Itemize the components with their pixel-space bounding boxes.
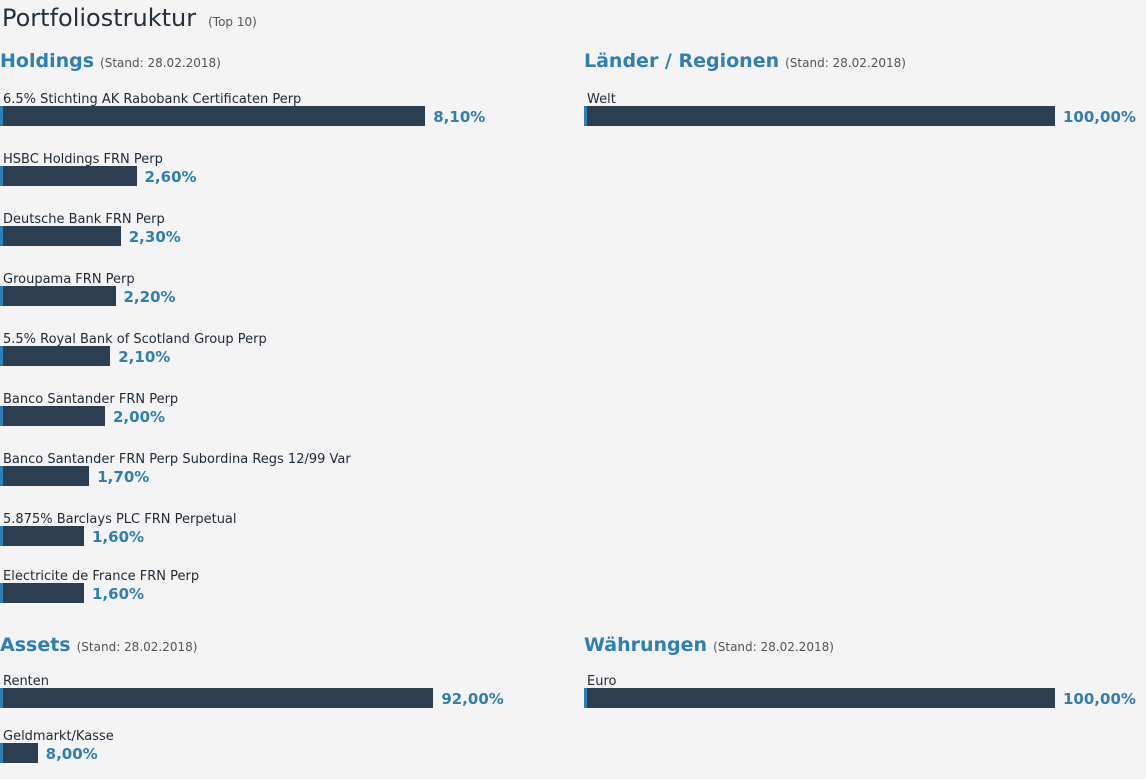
- assets-row-label: Renten: [3, 674, 50, 689]
- holdings-row: Groupama FRN Perp 2,20%: [0, 272, 525, 308]
- holdings-row: 6.5% Stichting AK Rabobank Certificaten …: [0, 92, 525, 128]
- holdings-row: 5.5% Royal Bank of Scotland Group Perp 2,…: [0, 332, 525, 368]
- holdings-bar: [0, 166, 137, 186]
- holdings-row-label: 5.5% Royal Bank of Scotland Group Perp: [3, 332, 267, 347]
- currencies-section: Währungen (Stand: 28.02.2018) Euro 100,00%: [584, 634, 1144, 734]
- regions-header: Länder / Regionen (Stand: 28.02.2018): [584, 50, 1144, 72]
- currencies-header: Währungen (Stand: 28.02.2018): [584, 634, 1144, 656]
- page-subtitle: (Top 10): [208, 15, 257, 29]
- holdings-bar: [0, 286, 116, 306]
- assets-row: Geldmarkt/Kasse 8,00%: [0, 729, 571, 765]
- assets-title: Assets: [0, 634, 71, 656]
- regions-title: Länder / Regionen: [584, 50, 780, 72]
- holdings-bar: [0, 226, 121, 246]
- holdings-row: Banco Santander FRN Perp 2,00%: [0, 392, 525, 428]
- currencies-value-label: 100,00%: [1063, 690, 1136, 708]
- holdings-bar: [0, 466, 90, 486]
- holdings-value-label: 2,00%: [113, 408, 166, 426]
- holdings-bar: [0, 526, 84, 546]
- currencies-row: Euro 100,00%: [584, 674, 1146, 710]
- holdings-row: Banco Santander FRN Perp Subordina Regs …: [0, 452, 525, 488]
- holdings-header: Holdings (Stand: 28.02.2018): [0, 50, 540, 72]
- currencies-row-label: Euro: [587, 674, 617, 689]
- regions-row: Welt 100,00%: [584, 92, 1146, 128]
- assets-bar: [0, 688, 434, 708]
- holdings-row: 5.875% Barclays PLC FRN Perpetual 1,60%: [0, 512, 525, 548]
- holdings-row-label: Electricite de France FRN Perp: [3, 569, 200, 584]
- currencies-bar: [584, 688, 1055, 708]
- holdings-value-label: 1,70%: [97, 468, 150, 486]
- assets-row-label: Geldmarkt/Kasse: [3, 729, 114, 744]
- holdings-value-label: 2,60%: [144, 168, 197, 186]
- assets-row: Renten 92,00%: [0, 674, 571, 710]
- regions-row-label: Welt: [587, 92, 616, 107]
- holdings-row-label: HSBC Holdings FRN Perp: [3, 152, 163, 167]
- holdings-row-label: 5.875% Barclays PLC FRN Perpetual: [3, 512, 237, 527]
- page-title: Portfoliostruktur (Top 10): [2, 4, 257, 32]
- assets-header: Assets (Stand: 28.02.2018): [0, 634, 540, 656]
- regions-date: (Stand: 28.02.2018): [785, 56, 906, 70]
- currencies-title: Währungen: [584, 634, 708, 656]
- holdings-value-label: 2,20%: [123, 288, 176, 306]
- regions-section: Länder / Regionen (Stand: 28.02.2018) Wel…: [584, 50, 1144, 150]
- currencies-date: (Stand: 28.02.2018): [713, 640, 834, 654]
- holdings-row: Electricite de France FRN Perp 1,60%: [0, 569, 525, 605]
- holdings-bar: [0, 583, 84, 603]
- holdings-row-label: Deutsche Bank FRN Perp: [3, 212, 165, 227]
- holdings-bar: [0, 346, 111, 366]
- holdings-date: (Stand: 28.02.2018): [100, 56, 221, 70]
- regions-bar: [584, 106, 1055, 126]
- holdings-row-label: Banco Santander FRN Perp Subordina Regs …: [3, 452, 351, 467]
- holdings-row-label: 6.5% Stichting AK Rabobank Certificaten …: [3, 92, 302, 107]
- holdings-value-label: 1,60%: [92, 528, 145, 546]
- holdings-title: Holdings: [0, 50, 95, 72]
- holdings-value-label: 8,10%: [433, 108, 486, 126]
- holdings-value-label: 2,30%: [128, 228, 181, 246]
- holdings-row-label: Groupama FRN Perp: [3, 272, 135, 287]
- page-title-text: Portfoliostruktur: [2, 4, 197, 32]
- assets-bar: [0, 743, 38, 763]
- holdings-bar: [0, 106, 426, 126]
- assets-value-label: 8,00%: [45, 745, 98, 763]
- holdings-value-label: 1,60%: [92, 585, 145, 603]
- holdings-row-label: Banco Santander FRN Perp: [3, 392, 179, 407]
- assets-value-label: 92,00%: [441, 690, 504, 708]
- holdings-value-label: 2,10%: [118, 348, 171, 366]
- assets-section: Assets (Stand: 28.02.2018) Renten 92,00% Ge…: [0, 634, 540, 774]
- holdings-bar: [0, 406, 105, 426]
- holdings-row: HSBC Holdings FRN Perp 2,60%: [0, 152, 525, 188]
- assets-date: (Stand: 28.02.2018): [76, 640, 198, 654]
- regions-value-label: 100,00%: [1063, 108, 1136, 126]
- holdings-section: Holdings (Stand: 28.02.2018) 6.5% Stichti…: [0, 50, 540, 610]
- holdings-row: Deutsche Bank FRN Perp 2,30%: [0, 212, 525, 248]
